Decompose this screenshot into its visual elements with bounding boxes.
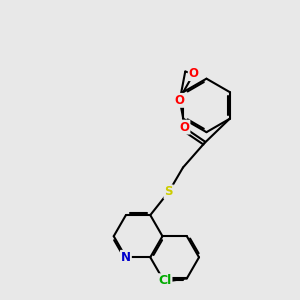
- Text: N: N: [121, 251, 131, 264]
- Text: S: S: [164, 185, 173, 198]
- Text: O: O: [179, 121, 190, 134]
- Text: Cl: Cl: [158, 274, 172, 287]
- Text: O: O: [175, 94, 185, 107]
- Text: O: O: [189, 67, 199, 80]
